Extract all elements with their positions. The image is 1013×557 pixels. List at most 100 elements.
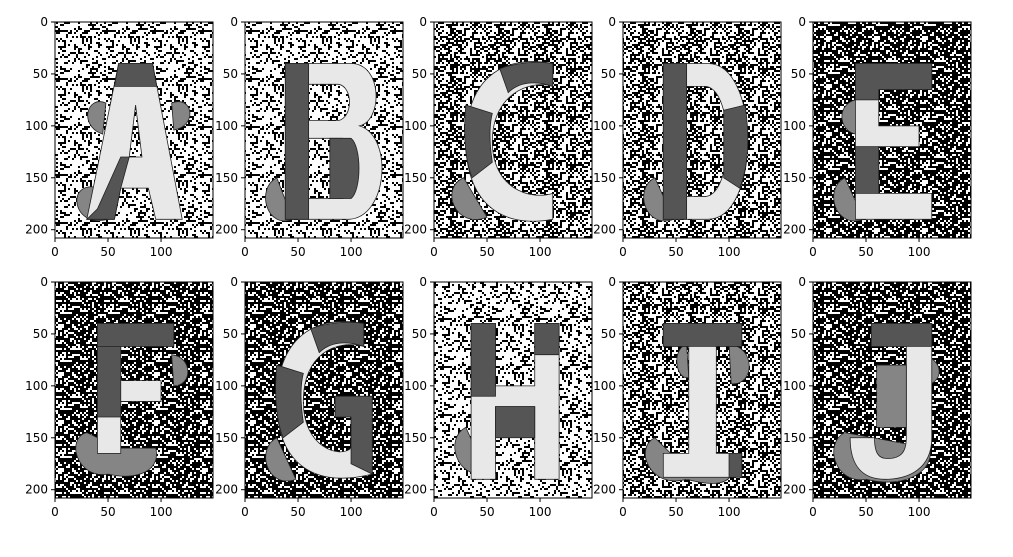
letter-image-g	[245, 282, 403, 498]
y-tick-label: 100	[215, 119, 238, 133]
glyph-region	[465, 61, 554, 222]
glyph-region	[171, 101, 191, 131]
glyph-region	[662, 63, 688, 220]
glyph-region	[534, 323, 560, 356]
glyph-region	[723, 104, 749, 189]
y-tick-label: 100	[593, 119, 616, 133]
x-tick-label: 100	[718, 245, 741, 259]
letter-image-c	[434, 22, 592, 238]
glyph-region	[97, 345, 122, 418]
x-tick-label: 0	[619, 245, 627, 259]
glyph-region	[662, 323, 743, 347]
x-tick-label: 50	[100, 505, 115, 519]
x-tick-label: 100	[529, 505, 552, 519]
y-tick-label: 200	[593, 223, 616, 237]
glyph-region	[849, 323, 933, 480]
axes-frame	[812, 281, 972, 499]
y-tick-label: 100	[783, 379, 806, 393]
y-tick-label: 0	[419, 275, 427, 289]
glyph-h	[454, 323, 560, 480]
y-tick-label: 100	[25, 379, 48, 393]
letter-image-j	[813, 282, 971, 498]
y-tick-label: 200	[783, 483, 806, 497]
y-tick-label: 150	[25, 431, 48, 445]
y-tick-label: 150	[215, 171, 238, 185]
y-tick-label: 200	[215, 223, 238, 237]
x-tick-label: 50	[100, 245, 115, 259]
x-tick-label: 50	[290, 505, 305, 519]
x-tick-label: 0	[430, 245, 438, 259]
glyph-region	[265, 437, 297, 482]
y-tick-label: 0	[798, 15, 806, 29]
y-tick-label: 0	[40, 15, 48, 29]
letter-image-d	[623, 22, 781, 238]
y-tick-label: 50	[412, 327, 427, 341]
glyph-region	[870, 323, 933, 347]
x-tick-label: 100	[908, 505, 931, 519]
glyph-b	[265, 63, 383, 222]
glyph-a	[76, 63, 191, 222]
glyph-i	[645, 323, 750, 484]
x-tick-label: 0	[51, 245, 59, 259]
glyph-region	[855, 63, 933, 101]
glyph-region	[329, 137, 360, 199]
y-tick-label: 50	[223, 67, 238, 81]
y-tick-label: 50	[223, 327, 238, 341]
x-tick-label: 100	[529, 245, 552, 259]
y-tick-label: 0	[419, 15, 427, 29]
axes-frame	[54, 281, 214, 499]
x-tick-label: 50	[668, 245, 683, 259]
x-tick-label: 0	[51, 505, 59, 519]
glyph-region	[75, 432, 157, 477]
y-tick-label: 100	[25, 119, 48, 133]
glyph-region	[451, 177, 488, 220]
y-tick-label: 0	[608, 275, 616, 289]
x-tick-label: 0	[809, 245, 817, 259]
x-tick-label: 0	[241, 505, 249, 519]
x-tick-label: 50	[668, 505, 683, 519]
y-tick-label: 100	[215, 379, 238, 393]
glyph-region	[85, 156, 130, 220]
y-tick-label: 150	[783, 431, 806, 445]
y-tick-label: 150	[593, 431, 616, 445]
y-tick-label: 200	[25, 483, 48, 497]
axes-frame	[54, 21, 214, 239]
y-tick-label: 150	[404, 431, 427, 445]
glyph-region	[728, 452, 743, 478]
letter-image-e	[813, 22, 971, 238]
glyph-region	[876, 364, 907, 428]
x-tick-label: 0	[430, 505, 438, 519]
y-tick-label: 200	[215, 483, 238, 497]
glyph-region	[499, 61, 554, 94]
y-tick-label: 100	[783, 119, 806, 133]
y-tick-label: 200	[404, 483, 427, 497]
y-tick-label: 100	[404, 379, 427, 393]
x-tick-label: 100	[150, 505, 173, 519]
glyph-region	[310, 321, 365, 354]
letter-image-b	[245, 22, 403, 238]
axes-frame	[433, 21, 593, 239]
glyph-region	[97, 323, 175, 347]
glyph-d	[643, 63, 749, 222]
glyph-f	[75, 323, 189, 477]
y-tick-label: 0	[798, 275, 806, 289]
glyph-region	[284, 63, 310, 220]
y-tick-label: 200	[783, 223, 806, 237]
y-tick-label: 150	[783, 171, 806, 185]
glyph-region	[470, 323, 496, 397]
glyph-j	[833, 323, 940, 483]
x-tick-label: 0	[809, 505, 817, 519]
letter-image-h	[434, 282, 592, 498]
x-tick-label: 50	[290, 245, 305, 259]
glyph-region	[495, 406, 536, 439]
